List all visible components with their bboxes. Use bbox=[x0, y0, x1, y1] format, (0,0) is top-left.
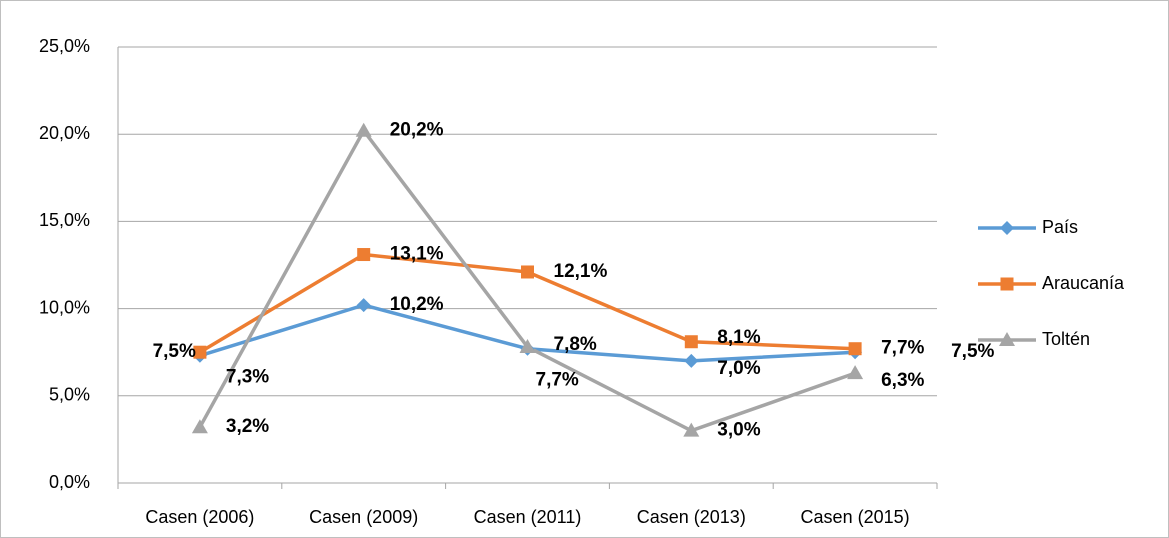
data-label: 3,0% bbox=[717, 420, 760, 441]
point bbox=[521, 265, 534, 279]
data-label: 12,1% bbox=[554, 261, 608, 282]
point bbox=[355, 122, 372, 137]
point bbox=[684, 353, 699, 368]
y-tick-label: 10,0% bbox=[39, 297, 90, 317]
legend-label: País bbox=[1042, 217, 1078, 237]
point bbox=[684, 335, 698, 349]
x-tick-label: Casen (2009) bbox=[309, 507, 418, 527]
point bbox=[356, 298, 371, 313]
data-label: 7,7% bbox=[536, 370, 579, 391]
data-label: 13,1% bbox=[390, 244, 444, 265]
x-tick-label: Casen (2013) bbox=[637, 507, 746, 527]
data-label: 7,5% bbox=[951, 341, 994, 362]
legend-marker bbox=[1000, 221, 1014, 235]
data-label: 3,2% bbox=[226, 416, 269, 437]
legend-label: Toltén bbox=[1042, 329, 1090, 349]
data-label: 20,2% bbox=[390, 120, 444, 141]
data-label: 6,3% bbox=[881, 370, 924, 391]
y-tick-label: 20,0% bbox=[39, 123, 90, 143]
point bbox=[683, 422, 700, 437]
point bbox=[847, 365, 864, 380]
data-label: 7,7% bbox=[881, 338, 924, 359]
data-label: 7,3% bbox=[226, 367, 269, 388]
legend-marker bbox=[999, 332, 1015, 346]
point bbox=[357, 248, 371, 262]
legend-marker bbox=[1000, 277, 1014, 291]
point bbox=[193, 345, 207, 359]
data-label: 7,0% bbox=[717, 358, 760, 379]
y-tick-label: 15,0% bbox=[39, 210, 90, 230]
point bbox=[191, 419, 208, 434]
x-tick-label: Casen (2011) bbox=[474, 507, 582, 527]
point bbox=[519, 338, 536, 353]
data-label: 7,8% bbox=[554, 334, 597, 355]
x-tick-label: Casen (2015) bbox=[801, 507, 910, 527]
y-tick-label: 5,0% bbox=[49, 385, 90, 405]
data-label: 7,5% bbox=[153, 341, 196, 362]
y-tick-label: 0,0% bbox=[49, 472, 90, 492]
y-tick-label: 25,0% bbox=[39, 36, 90, 56]
point bbox=[848, 342, 862, 356]
legend-label: Araucanía bbox=[1042, 273, 1125, 293]
data-label: 10,2% bbox=[390, 294, 444, 315]
x-tick-label: Casen (2006) bbox=[145, 507, 254, 527]
data-label: 8,1% bbox=[717, 327, 760, 348]
